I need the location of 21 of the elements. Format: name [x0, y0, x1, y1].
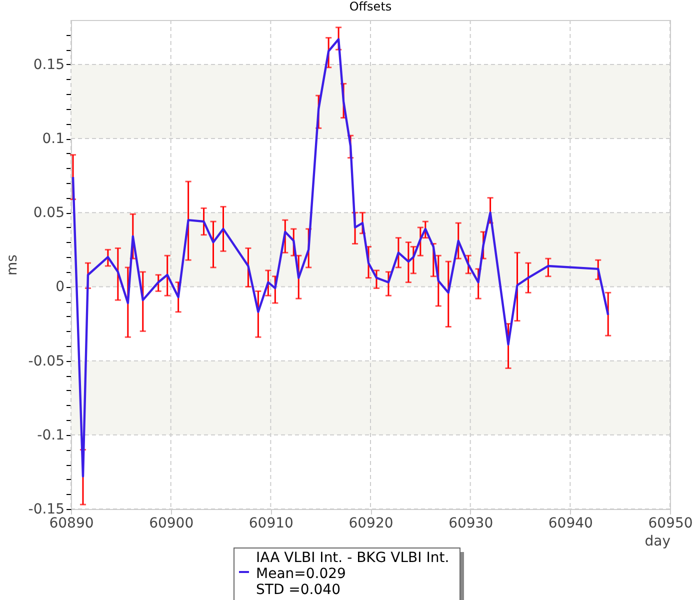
x-tick-label: 60950 — [648, 516, 693, 532]
x-tick-label: 60930 — [448, 516, 494, 532]
y-axis-title: ms — [4, 254, 20, 276]
x-tick-label: 60920 — [348, 516, 394, 532]
text: IAA VLBI Int. - BKG VLBI Int. — [256, 550, 450, 566]
line-series — [72, 38, 610, 478]
y-tick-label: 0.05 — [33, 205, 64, 222]
chart-title: Offsets — [349, 0, 392, 14]
x-tick-label: 60890 — [49, 516, 94, 532]
y-tick-label: -0.05 — [28, 353, 64, 370]
x-tick-label: 60910 — [248, 516, 294, 532]
y-tick-label: -0.15 — [28, 502, 64, 518]
y-tick-label: -0.1 — [37, 427, 64, 444]
text: STD =0.040 — [256, 582, 340, 598]
y-tick-label: 0.15 — [33, 56, 64, 73]
x-tick-label: 60900 — [149, 516, 194, 532]
y-tick-label: 0 — [56, 279, 64, 296]
y-tick-label: 0.1 — [42, 131, 64, 148]
x-axis-title: day — [644, 534, 670, 550]
x-tick-label: 60940 — [548, 516, 593, 532]
text: Mean=0.029 — [256, 566, 346, 582]
